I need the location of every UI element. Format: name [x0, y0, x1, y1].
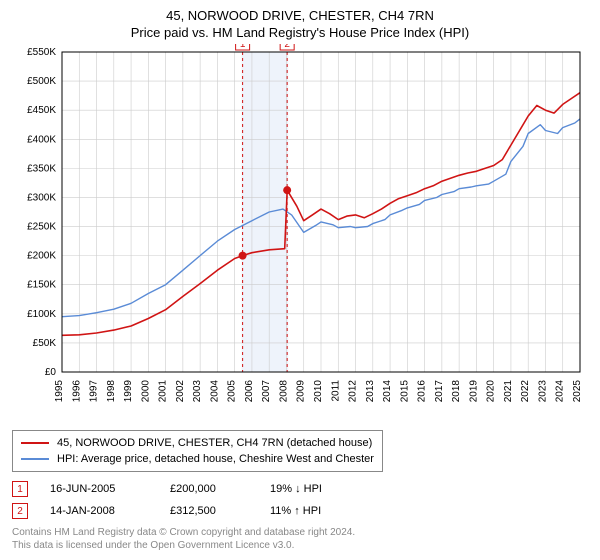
x-tick-label: 2005 [227, 380, 238, 403]
y-tick-label: £300K [27, 192, 56, 203]
x-tick-label: 1996 [71, 380, 82, 403]
x-tick-label: 2001 [158, 380, 169, 403]
x-tick-label: 2018 [451, 380, 462, 403]
footer-line-1: Contains HM Land Registry data © Crown c… [12, 526, 588, 539]
marker-id-box: 1 [12, 481, 28, 497]
x-tick-label: 1999 [123, 380, 134, 403]
x-tick-label: 2008 [278, 380, 289, 403]
y-tick-label: £250K [27, 222, 56, 233]
legend: 45, NORWOOD DRIVE, CHESTER, CH4 7RN (det… [12, 430, 383, 472]
footer-attribution: Contains HM Land Registry data © Crown c… [12, 526, 588, 552]
x-tick-label: 2020 [486, 380, 497, 403]
y-tick-label: £100K [27, 309, 56, 320]
chart-title-block: 45, NORWOOD DRIVE, CHESTER, CH4 7RN Pric… [12, 8, 588, 40]
x-tick-label: 1995 [54, 380, 65, 403]
marker-table: 1 16-JUN-2005£200,00019% ↓ HPI 2 14-JAN-200… [12, 478, 588, 522]
marker-label-text: 1 [240, 44, 246, 50]
x-tick-label: 2013 [365, 380, 376, 403]
y-tick-label: £150K [27, 280, 56, 291]
x-tick-label: 2021 [503, 380, 514, 403]
legend-label: 45, NORWOOD DRIVE, CHESTER, CH4 7RN (det… [57, 437, 372, 449]
y-tick-label: £400K [27, 134, 56, 145]
x-tick-label: 2009 [296, 380, 307, 403]
x-tick-label: 1997 [89, 380, 100, 403]
x-tick-label: 2012 [348, 380, 359, 403]
y-tick-label: £500K [27, 76, 56, 87]
legend-item: 45, NORWOOD DRIVE, CHESTER, CH4 7RN (det… [21, 435, 374, 451]
marker-date: 16-JUN-2005 [50, 483, 170, 495]
x-tick-label: 2017 [434, 380, 445, 403]
x-tick-label: 2010 [313, 380, 324, 403]
marker-price: £312,500 [170, 505, 270, 517]
y-tick-label: £450K [27, 105, 56, 116]
price-chart: £0 £50K £100K £150K £200K £250K £300K £350K £400… [12, 44, 586, 424]
x-tick-label: 2024 [555, 380, 566, 403]
y-tick-label: £550K [27, 47, 56, 58]
marker-price: £200,000 [170, 483, 270, 495]
x-tick-label: 1998 [106, 380, 117, 403]
marker-dot [283, 186, 291, 194]
x-tick-label: 2022 [520, 380, 531, 403]
marker-label-text: 2 [284, 44, 290, 50]
marker-row: 2 14-JAN-2008£312,50011% ↑ HPI [12, 500, 588, 522]
y-tick-label: £350K [27, 163, 56, 174]
x-tick-label: 2025 [572, 380, 583, 403]
highlight-band [242, 52, 289, 372]
x-tick-label: 2004 [209, 380, 220, 403]
x-tick-label: 2002 [175, 380, 186, 403]
x-tick-label: 2016 [417, 380, 428, 403]
footer-line-2: This data is licensed under the Open Gov… [12, 539, 588, 552]
x-tick-label: 2000 [140, 380, 151, 403]
x-tick-label: 2019 [468, 380, 479, 403]
y-tick-label: £0 [45, 367, 57, 378]
marker-dot [239, 252, 247, 260]
marker-id-box: 2 [12, 503, 28, 519]
marker-hpi: 19% ↓ HPI [270, 483, 390, 495]
x-tick-label: 2003 [192, 380, 203, 403]
legend-swatch [21, 458, 49, 460]
marker-row: 1 16-JUN-2005£200,00019% ↓ HPI [12, 478, 588, 500]
marker-date: 14-JAN-2008 [50, 505, 170, 517]
legend-swatch [21, 442, 49, 444]
marker-hpi: 11% ↑ HPI [270, 505, 390, 517]
x-tick-label: 2023 [537, 380, 548, 403]
x-tick-label: 2014 [382, 380, 393, 403]
legend-label: HPI: Average price, detached house, Ches… [57, 453, 374, 465]
x-tick-label: 2015 [399, 380, 410, 403]
x-tick-label: 2011 [330, 380, 341, 402]
title-line-1: 45, NORWOOD DRIVE, CHESTER, CH4 7RN [12, 8, 588, 23]
x-tick-label: 2006 [244, 380, 255, 403]
x-tick-label: 2007 [261, 380, 272, 403]
title-line-2: Price paid vs. HM Land Registry's House … [12, 25, 588, 40]
y-tick-label: £50K [33, 338, 57, 349]
y-tick-label: £200K [27, 251, 56, 262]
legend-item: HPI: Average price, detached house, Ches… [21, 451, 374, 467]
